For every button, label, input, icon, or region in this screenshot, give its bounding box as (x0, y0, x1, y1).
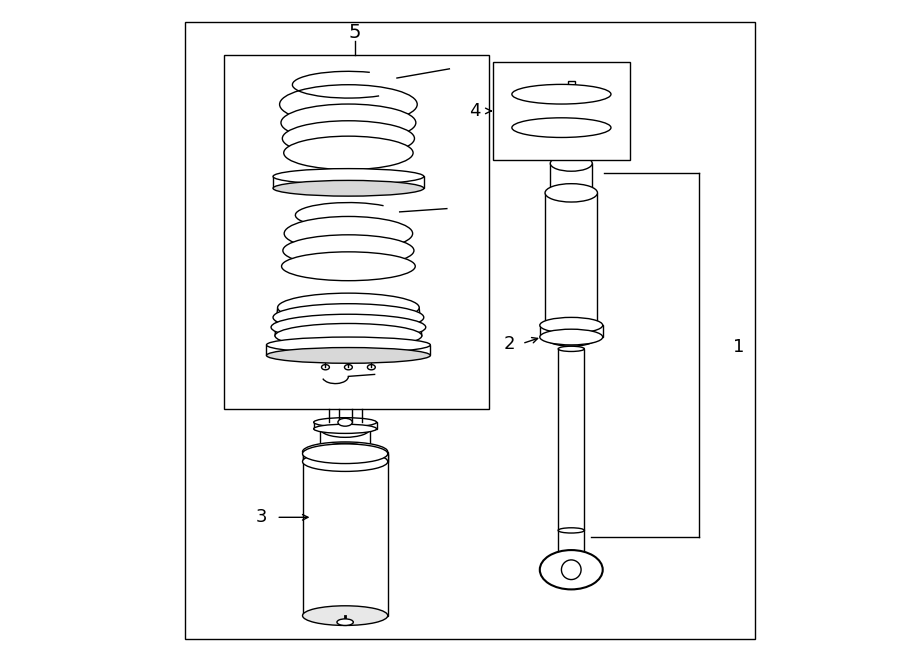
Ellipse shape (282, 252, 415, 281)
Ellipse shape (337, 619, 354, 625)
Ellipse shape (280, 85, 418, 124)
Ellipse shape (540, 550, 603, 590)
Ellipse shape (302, 451, 388, 471)
Text: 2: 2 (503, 334, 515, 352)
Bar (320, 429, 370, 451)
Ellipse shape (562, 560, 581, 580)
Ellipse shape (273, 169, 424, 184)
Ellipse shape (284, 216, 412, 251)
Bar (302, 451, 388, 615)
Ellipse shape (275, 323, 422, 348)
Bar (314, 422, 376, 429)
Ellipse shape (512, 118, 611, 137)
Ellipse shape (540, 329, 603, 345)
Ellipse shape (545, 184, 598, 202)
Bar (492, 61, 630, 160)
Text: 5: 5 (348, 22, 361, 42)
Bar (184, 22, 755, 639)
Bar (568, 81, 574, 87)
Ellipse shape (302, 605, 388, 625)
Text: 1: 1 (733, 338, 744, 356)
Ellipse shape (271, 314, 426, 340)
Ellipse shape (277, 293, 419, 322)
Ellipse shape (540, 317, 603, 333)
Ellipse shape (320, 444, 370, 460)
Ellipse shape (314, 424, 376, 434)
Ellipse shape (273, 180, 424, 196)
Bar (224, 56, 490, 409)
Bar (563, 140, 579, 163)
Bar (550, 163, 592, 193)
Ellipse shape (314, 418, 376, 427)
Bar (266, 345, 430, 356)
Text: 4: 4 (469, 102, 481, 120)
Bar (273, 176, 424, 188)
Ellipse shape (563, 136, 579, 145)
Ellipse shape (284, 136, 413, 170)
Bar (545, 193, 598, 337)
Ellipse shape (558, 527, 584, 533)
Ellipse shape (550, 155, 592, 171)
Ellipse shape (563, 158, 579, 169)
Ellipse shape (550, 185, 592, 201)
Text: 3: 3 (256, 508, 267, 526)
Ellipse shape (558, 346, 584, 352)
Bar (540, 325, 603, 337)
Ellipse shape (302, 442, 388, 461)
Ellipse shape (266, 348, 430, 364)
Bar (302, 453, 388, 461)
Ellipse shape (283, 235, 414, 266)
Ellipse shape (320, 420, 370, 438)
Ellipse shape (283, 121, 415, 156)
Bar (558, 349, 584, 530)
Ellipse shape (545, 328, 598, 346)
Ellipse shape (512, 85, 611, 104)
Ellipse shape (273, 303, 424, 331)
Ellipse shape (338, 418, 352, 426)
Ellipse shape (302, 444, 388, 463)
Ellipse shape (266, 337, 430, 353)
Ellipse shape (281, 104, 416, 141)
